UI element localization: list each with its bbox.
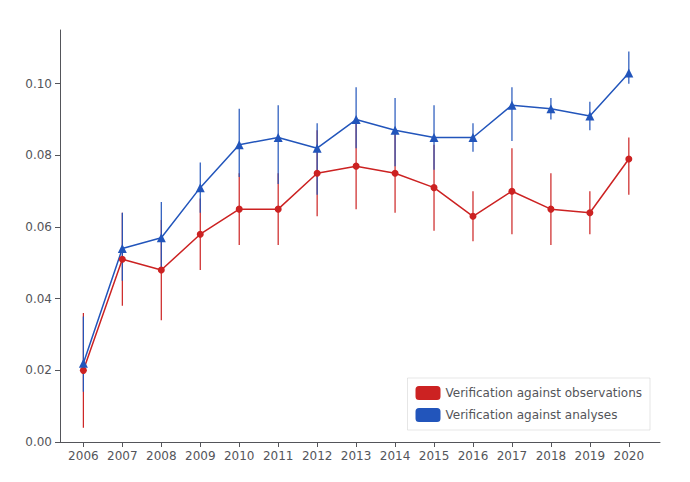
svg-text:0.06: 0.06: [25, 220, 52, 234]
svg-text:Verification against observati: Verification against observations: [446, 386, 642, 400]
svg-text:2012: 2012: [302, 449, 333, 463]
svg-text:0.02: 0.02: [25, 363, 52, 377]
svg-text:2015: 2015: [419, 449, 450, 463]
svg-text:2006: 2006: [68, 449, 99, 463]
svg-text:2018: 2018: [536, 449, 567, 463]
svg-text:2013: 2013: [341, 449, 372, 463]
svg-text:2014: 2014: [380, 449, 411, 463]
svg-text:2016: 2016: [458, 449, 489, 463]
svg-text:0.00: 0.00: [25, 435, 52, 449]
svg-text:2017: 2017: [497, 449, 528, 463]
svg-text:Verification against analyses: Verification against analyses: [446, 408, 618, 422]
svg-text:2010: 2010: [224, 449, 255, 463]
svg-text:2019: 2019: [575, 449, 606, 463]
svg-text:2007: 2007: [107, 449, 138, 463]
svg-text:0.10: 0.10: [25, 77, 52, 91]
svg-text:0.08: 0.08: [25, 148, 52, 162]
svg-text:2009: 2009: [185, 449, 216, 463]
svg-text:2020: 2020: [614, 449, 645, 463]
svg-text:2011: 2011: [263, 449, 294, 463]
svg-text:2008: 2008: [146, 449, 177, 463]
svg-text:0.04: 0.04: [25, 292, 52, 306]
